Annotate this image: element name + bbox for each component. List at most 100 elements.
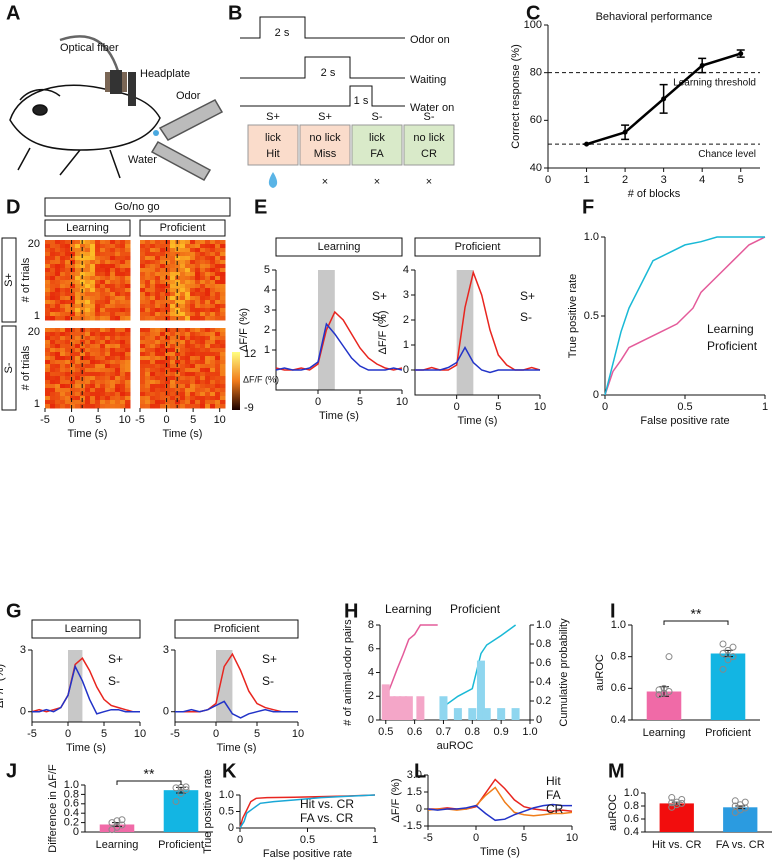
- heatmap-cell: [175, 368, 181, 373]
- heatmap-cell: [150, 292, 156, 297]
- y2-tick-label: 0: [536, 714, 542, 726]
- heatmap-cell: [85, 376, 91, 381]
- heatmap-cell: [105, 264, 111, 269]
- heatmap-cell: [155, 312, 161, 317]
- heatmap-cell: [175, 376, 181, 381]
- heatmap-cell: [45, 400, 51, 405]
- cue: S+: [318, 111, 332, 123]
- heatmap-cell: [220, 272, 226, 277]
- heatmap-cell: [70, 312, 76, 317]
- row-label: S+: [3, 273, 15, 287]
- heatmap-cell: [180, 304, 186, 309]
- marker: [738, 51, 744, 57]
- heatmap-cell: [160, 372, 166, 377]
- heatmap-cell: [195, 316, 201, 321]
- heatmap-cell: [45, 304, 51, 309]
- heatmap-cell: [215, 404, 221, 409]
- heatmap-cell: [95, 384, 101, 389]
- heatmap-cell: [220, 244, 226, 249]
- significance: **: [691, 606, 702, 622]
- y-tick-label: 0: [593, 389, 599, 401]
- x-tick-label: 5: [95, 414, 101, 426]
- x-tick-label: 0.9: [494, 726, 509, 738]
- histogram-bar: [453, 708, 462, 720]
- heatmap-cell: [100, 372, 106, 377]
- heatmap-cell: [185, 240, 191, 245]
- heatmap-cell: [210, 372, 216, 377]
- heatmap-cell: [185, 360, 191, 365]
- heatmap-cell: [45, 268, 51, 273]
- heatmap-cell: [120, 276, 126, 281]
- heatmap-cell: [190, 316, 196, 321]
- heatmap-cell: [195, 388, 201, 393]
- heatmap-cell: [110, 388, 116, 393]
- heatmap-cell: [190, 256, 196, 261]
- heatmap-cell: [60, 384, 66, 389]
- heatmap-cell: [160, 376, 166, 381]
- x-tick-label: 1: [762, 401, 768, 413]
- heatmap-cell: [90, 252, 96, 257]
- heatmap-cell: [120, 332, 126, 337]
- heatmap-cell: [210, 336, 216, 341]
- heatmap-cell: [80, 332, 86, 337]
- heatmap-cell: [75, 308, 81, 313]
- heatmap-cell: [50, 312, 56, 317]
- heatmap-cell: [85, 316, 91, 321]
- heatmap-cell: [120, 240, 126, 245]
- heatmap-cell: [220, 356, 226, 361]
- heatmap-cell: [80, 396, 86, 401]
- heatmap-cell: [95, 256, 101, 261]
- heatmap-cell: [50, 328, 56, 333]
- heatmap-cell: [60, 404, 66, 409]
- heatmap-cell: [220, 312, 226, 317]
- heatmap-cell: [175, 264, 181, 269]
- heatmap-cell: [65, 256, 71, 261]
- panel-label: D: [6, 196, 20, 218]
- heatmap-cell: [125, 268, 131, 273]
- heatmap-cell: [55, 308, 61, 313]
- heatmap-cell: [190, 276, 196, 281]
- heatmap-cell: [150, 368, 156, 373]
- heatmap-cell: [140, 296, 146, 301]
- heatmap-cell: [140, 292, 146, 297]
- y-tick-label: 0.6: [611, 682, 626, 694]
- heatmap-cell: [220, 288, 226, 293]
- heatmap-cell: [95, 276, 101, 281]
- outcome-box: [403, 124, 455, 166]
- x-tick-label: -5: [27, 728, 37, 740]
- heatmap-cell: [140, 332, 146, 337]
- heatmap-cell: [50, 316, 56, 321]
- heatmap-cell: [195, 268, 201, 273]
- heatmap-cell: [105, 296, 111, 301]
- heatmap-cell: [55, 328, 61, 333]
- heatmap-cell: [165, 352, 171, 357]
- heatmap-cell: [160, 336, 166, 341]
- heatmap-cell: [55, 268, 61, 273]
- heatmap-cell: [75, 336, 81, 341]
- heatmap-cell: [65, 292, 71, 297]
- heatmap-cell: [125, 316, 131, 321]
- heatmap-cell: [185, 352, 191, 357]
- x-tick-label: Proficient: [158, 839, 204, 851]
- panel-label: L: [414, 760, 426, 782]
- heatmap-cell: [185, 340, 191, 345]
- heatmap-cell: [190, 308, 196, 313]
- heatmap-cell: [125, 356, 131, 361]
- heatmap-cell: [215, 384, 221, 389]
- y-tick-label: 1.0: [64, 779, 79, 791]
- heatmap-cell: [50, 276, 56, 281]
- heatmap-cell: [125, 304, 131, 309]
- significance-bracket: [116, 780, 182, 785]
- heatmap-cell: [80, 316, 86, 321]
- heatmap-cell: [70, 368, 76, 373]
- heatmap-cell: [90, 340, 96, 345]
- heatmap-cell: [185, 248, 191, 253]
- heatmap-cell: [50, 292, 56, 297]
- heatmap-cell: [160, 252, 166, 257]
- heatmap-cell: [125, 308, 131, 313]
- heatmap-cell: [90, 316, 96, 321]
- heatmap-cell: [105, 336, 111, 341]
- colorbar-tick-label: 12: [244, 348, 256, 360]
- heatmap-cell: [215, 240, 221, 245]
- heatmap-cell: [65, 388, 71, 393]
